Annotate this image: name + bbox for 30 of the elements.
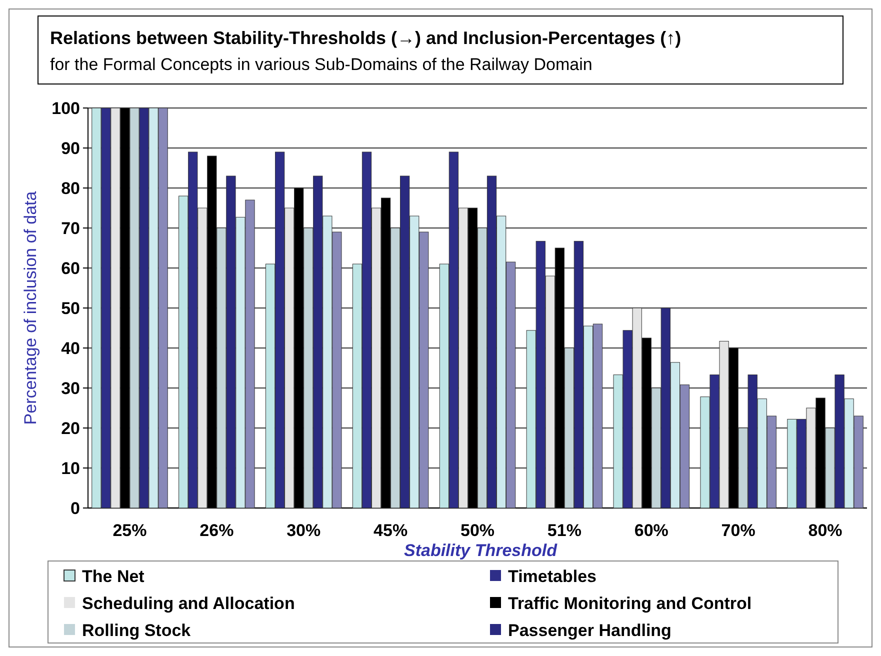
- x-tick-label: 26%: [200, 521, 234, 540]
- y-tick-label: 70: [61, 218, 80, 238]
- x-tick-label: 50%: [460, 521, 495, 540]
- x-axis-title: Stability Threshold: [404, 541, 558, 560]
- y-tick-label: 100: [52, 98, 80, 118]
- y-tick-label: 40: [61, 338, 80, 358]
- y-tick-label: 10: [61, 458, 80, 478]
- x-tick-label: 51%: [547, 521, 582, 540]
- x-tick-label: 70%: [721, 521, 756, 540]
- x-tick-label: 60%: [634, 521, 668, 540]
- legend-label: Rolling Stock: [82, 620, 192, 640]
- x-tick-label: 80%: [808, 521, 842, 540]
- legend-label: The Net: [82, 566, 145, 586]
- y-tick-label: 30: [61, 378, 80, 398]
- x-tick-label: 30%: [286, 521, 321, 540]
- y-tick-label: 0: [70, 498, 80, 518]
- x-tick-label: 25%: [112, 521, 147, 540]
- chart-subtitle: for the Formal Concepts in various Sub-Domains of the Railway Domain: [50, 55, 592, 74]
- y-tick-label: 60: [61, 258, 80, 278]
- y-tick-label: 20: [61, 418, 80, 438]
- legend-label: Passenger Handling: [508, 620, 672, 640]
- chart-title: Relations between Stability-Thresholds (→) and Inclusion-Percentages (↑): [50, 28, 682, 48]
- y-axis-title: Percentage of inclusion of data: [21, 190, 40, 425]
- y-tick-label: 50: [61, 298, 80, 318]
- y-tick-label: 90: [61, 138, 80, 158]
- legend-label: Scheduling and Allocation: [82, 594, 295, 613]
- legend-label: Traffic Monitoring and Control: [508, 594, 752, 613]
- y-tick-label: 80: [61, 178, 80, 198]
- x-tick-label: 45%: [374, 521, 408, 540]
- legend-label: Timetables: [508, 566, 597, 586]
